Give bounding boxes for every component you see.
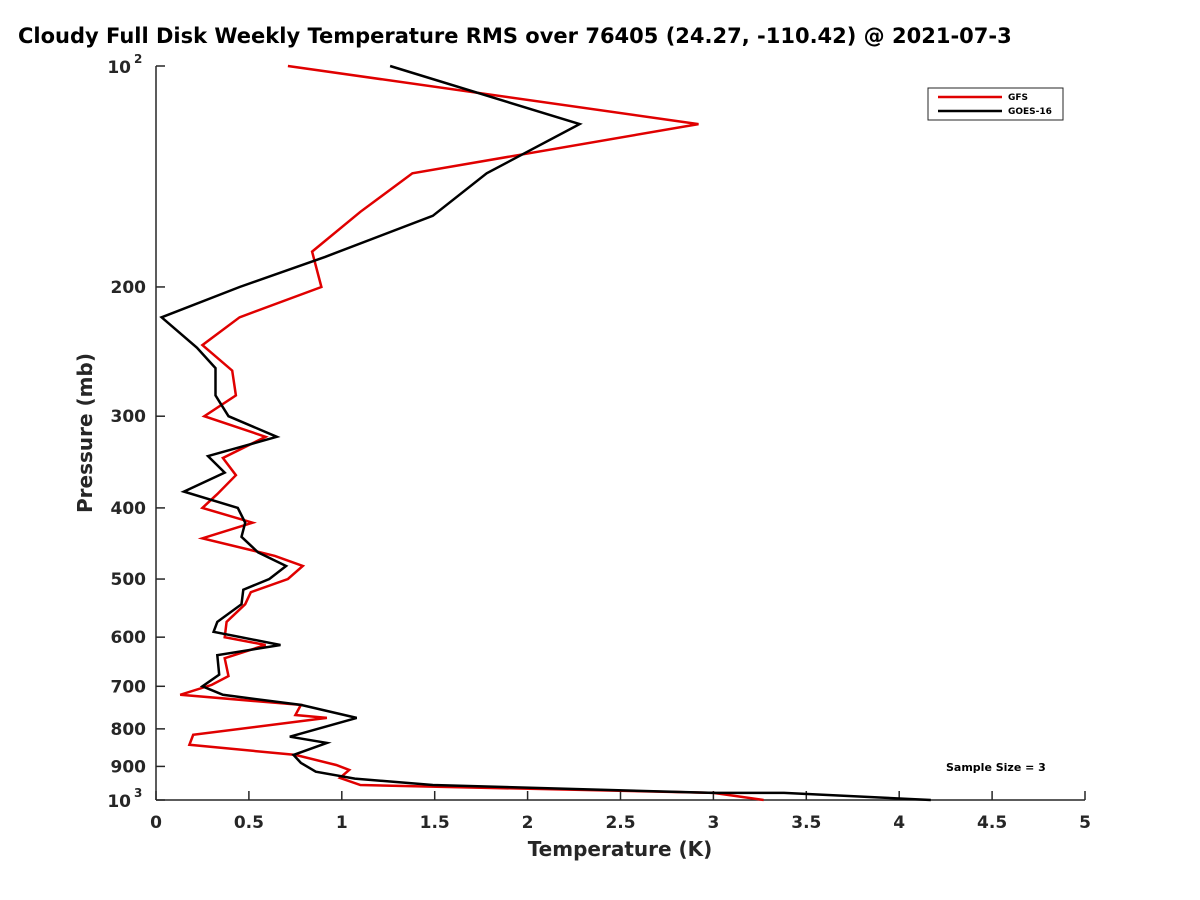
- x-tick-label: 3: [707, 813, 719, 833]
- y-tick-label: 10: [107, 58, 131, 78]
- axes: 0 0.5 1 1.5 2 2.5 3 3.5 4 4.5 510 22003004005006007…: [107, 52, 1091, 833]
- x-tick-label: 1.5: [420, 813, 450, 833]
- x-tick-label: 5: [1079, 813, 1091, 833]
- series-line-gfs: [179, 64, 764, 802]
- y-tick-label: 800: [111, 720, 147, 740]
- y-tick-label: 500: [111, 570, 147, 590]
- y-tick-label: 600: [111, 628, 147, 648]
- legend-label-goes16: GOES-16: [1008, 107, 1052, 117]
- y-tick-label: 400: [111, 499, 147, 519]
- series-line-goes16: [159, 64, 931, 802]
- y-tick-exponent: 2: [134, 52, 142, 66]
- x-axis-label: Temperature (K): [528, 837, 713, 861]
- x-tick-label: 2.5: [605, 813, 635, 833]
- x-tick-label: 1: [336, 813, 348, 833]
- x-tick-label: 2: [522, 813, 534, 833]
- x-tick-label: 0: [150, 813, 162, 833]
- chart-title: Cloudy Full Disk Weekly Temperature RMS …: [18, 24, 1012, 48]
- legend-label-gfs: GFS: [1008, 93, 1028, 103]
- x-tick-label: 4.5: [977, 813, 1007, 833]
- y-tick-label: 700: [111, 677, 147, 697]
- legend-box: [927, 87, 1064, 121]
- y-tick-label: 900: [111, 757, 147, 777]
- y-tick-label: 200: [111, 278, 147, 298]
- x-tick-label: 0.5: [234, 813, 264, 833]
- sample-size-annotation: Sample Size = 3: [946, 761, 1046, 774]
- y-tick-label: 10: [107, 792, 131, 812]
- x-tick-label: 3.5: [791, 813, 821, 833]
- y-tick-label: 300: [111, 407, 147, 427]
- x-tick-label: 4: [893, 813, 905, 833]
- series-lines: [159, 64, 931, 802]
- y-axis-label: Pressure (mb): [73, 353, 97, 513]
- y-tick-exponent: 3: [134, 786, 142, 800]
- legend: GFS GOES-16: [927, 87, 1064, 121]
